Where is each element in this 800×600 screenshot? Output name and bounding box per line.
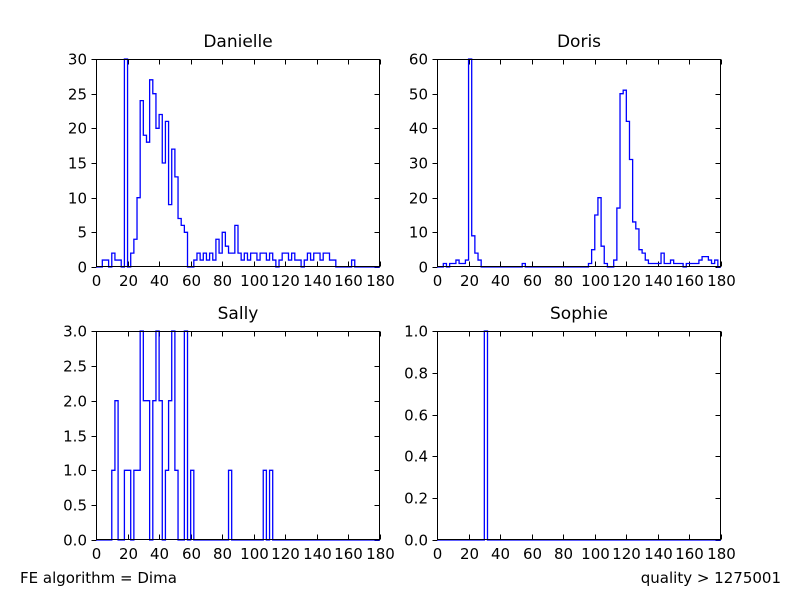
svg-text:40: 40 xyxy=(491,272,510,290)
svg-text:5: 5 xyxy=(77,224,87,242)
svg-text:120: 120 xyxy=(612,272,641,290)
svg-text:20: 20 xyxy=(460,272,479,290)
histogram-plot: 0 20 40 60 80 100 120 140 160 180 0 5 10 15 20 25 30 xyxy=(68,51,395,291)
svg-text:20: 20 xyxy=(119,272,138,290)
svg-text:0.5: 0.5 xyxy=(63,497,87,515)
svg-text:0.6: 0.6 xyxy=(404,407,428,425)
svg-text:80: 80 xyxy=(213,545,232,563)
histogram-plot: 0 20 40 60 80 100 120 140 160 180 0.0 0.5 1.0 1.5 2.0 2… xyxy=(63,323,395,564)
svg-text:30: 30 xyxy=(68,51,87,69)
svg-text:0.4: 0.4 xyxy=(404,448,428,466)
svg-text:120: 120 xyxy=(271,545,300,563)
svg-text:60: 60 xyxy=(523,272,542,290)
svg-text:50: 50 xyxy=(409,86,428,104)
svg-text:0: 0 xyxy=(77,259,87,277)
svg-text:0: 0 xyxy=(433,272,443,290)
svg-text:0.0: 0.0 xyxy=(404,532,428,550)
svg-text:40: 40 xyxy=(150,545,169,563)
svg-text:20: 20 xyxy=(460,545,479,563)
histogram-plot: 0 20 40 60 80 100 120 140 160 180 0.0 0.2 0.4 0.6 0.8 1… xyxy=(404,323,736,564)
svg-text:15: 15 xyxy=(68,155,87,173)
svg-text:60: 60 xyxy=(523,545,542,563)
svg-text:0.2: 0.2 xyxy=(404,490,428,508)
svg-text:180: 180 xyxy=(707,272,736,290)
svg-text:160: 160 xyxy=(675,272,704,290)
svg-text:80: 80 xyxy=(554,272,573,290)
svg-text:100: 100 xyxy=(240,272,269,290)
svg-text:0: 0 xyxy=(418,259,428,277)
svg-text:140: 140 xyxy=(303,545,332,563)
svg-text:2.5: 2.5 xyxy=(63,358,87,376)
svg-text:20: 20 xyxy=(409,190,428,208)
svg-text:20: 20 xyxy=(68,120,87,138)
svg-text:180: 180 xyxy=(366,545,395,563)
svg-text:140: 140 xyxy=(303,272,332,290)
svg-text:160: 160 xyxy=(334,272,363,290)
svg-text:60: 60 xyxy=(182,272,201,290)
footer-annotation-right: quality > 1275001 xyxy=(640,569,781,587)
svg-text:1.5: 1.5 xyxy=(63,428,87,446)
svg-text:40: 40 xyxy=(491,545,510,563)
svg-text:1.0: 1.0 xyxy=(63,462,87,480)
svg-text:20: 20 xyxy=(119,545,138,563)
footer-annotation-left: FE algorithm = Dima xyxy=(20,569,177,587)
svg-text:60: 60 xyxy=(409,51,428,69)
subplot-title: Sally xyxy=(217,304,259,324)
svg-text:100: 100 xyxy=(240,545,269,563)
svg-text:140: 140 xyxy=(644,545,673,563)
svg-text:25: 25 xyxy=(68,86,87,104)
svg-text:160: 160 xyxy=(334,545,363,563)
svg-text:80: 80 xyxy=(554,545,573,563)
svg-text:10: 10 xyxy=(409,224,428,242)
svg-text:180: 180 xyxy=(707,545,736,563)
svg-text:100: 100 xyxy=(581,272,610,290)
svg-text:0.8: 0.8 xyxy=(404,365,428,383)
svg-text:60: 60 xyxy=(182,545,201,563)
svg-text:120: 120 xyxy=(271,272,300,290)
svg-text:40: 40 xyxy=(409,120,428,138)
svg-text:0.0: 0.0 xyxy=(63,532,87,550)
svg-text:100: 100 xyxy=(581,545,610,563)
svg-text:0: 0 xyxy=(433,545,443,563)
svg-text:120: 120 xyxy=(612,545,641,563)
svg-text:10: 10 xyxy=(68,190,87,208)
subplot-title: Doris xyxy=(556,32,602,52)
svg-text:180: 180 xyxy=(366,272,395,290)
histogram-plot: 0 20 40 60 80 100 120 140 160 180 0 10 20 30 40 50 60 xyxy=(409,51,736,291)
svg-text:140: 140 xyxy=(644,272,673,290)
svg-text:40: 40 xyxy=(150,272,169,290)
svg-text:80: 80 xyxy=(213,272,232,290)
svg-text:0: 0 xyxy=(92,272,102,290)
svg-text:1.0: 1.0 xyxy=(404,323,428,341)
subplot-title: Sophie xyxy=(550,304,608,324)
svg-text:3.0: 3.0 xyxy=(63,323,87,341)
svg-text:2.0: 2.0 xyxy=(63,393,87,411)
svg-text:160: 160 xyxy=(675,545,704,563)
subplot-title: Danielle xyxy=(203,32,273,52)
svg-text:0: 0 xyxy=(92,545,102,563)
svg-text:30: 30 xyxy=(409,155,428,173)
